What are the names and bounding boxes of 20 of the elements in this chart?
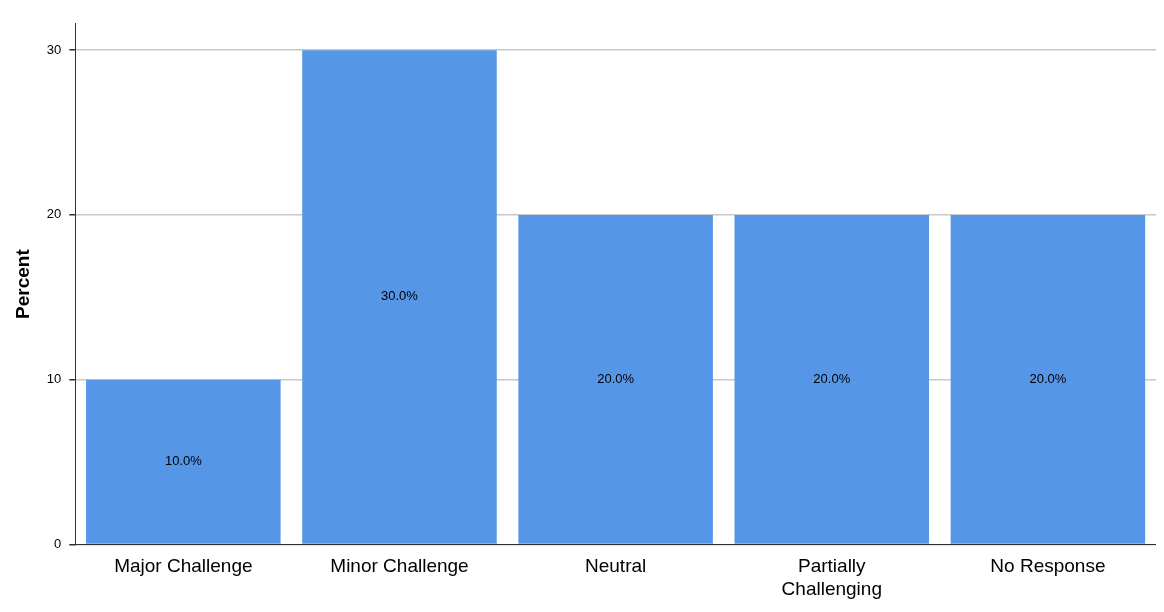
- y-tick-label: 10: [46, 371, 62, 387]
- data-label: 20.0%: [813, 370, 851, 386]
- x-tick-label: Minor Challenge: [330, 555, 469, 577]
- bar: [734, 214, 930, 544]
- data-label: 30.0%: [381, 288, 419, 304]
- bar: [518, 214, 713, 544]
- y-tick-label: 30: [46, 41, 62, 57]
- data-label: 20.0%: [597, 370, 635, 386]
- y-axis-title: Percent: [11, 248, 33, 319]
- data-label: 20.0%: [1029, 370, 1067, 386]
- bar: [86, 379, 281, 544]
- y-tick-label: 0: [54, 535, 62, 551]
- bar: [950, 214, 1146, 544]
- data-label: 10.0%: [164, 453, 203, 469]
- y-tick-label: 20: [46, 206, 62, 222]
- x-tick-label: Major Challenge: [114, 555, 253, 577]
- bar: [302, 50, 497, 544]
- x-tick-label: Neutral: [585, 555, 647, 577]
- x-tick-label: Partially Challenging: [781, 555, 882, 599]
- x-tick-label: No Response: [990, 555, 1106, 577]
